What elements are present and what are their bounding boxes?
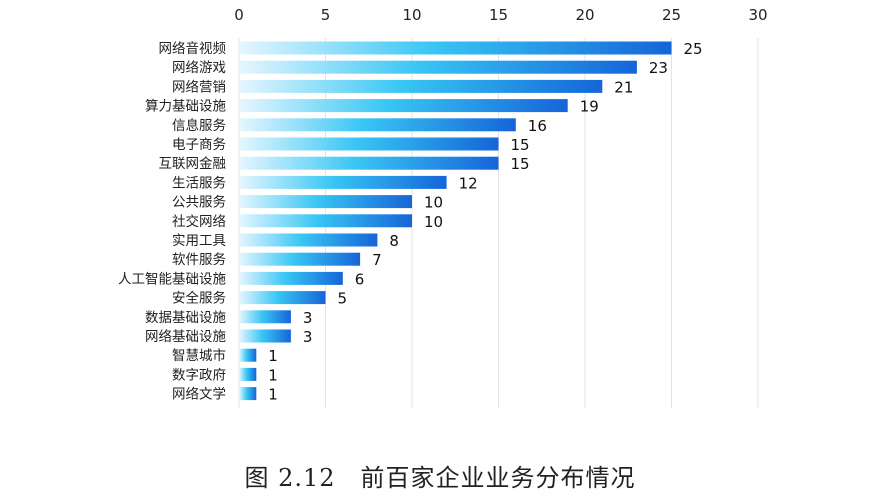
bar — [239, 367, 257, 381]
bar — [239, 348, 257, 362]
bar — [239, 291, 326, 305]
bar — [239, 271, 343, 285]
category-label: 信息服务 — [172, 117, 226, 134]
data-label: 1 — [268, 366, 278, 384]
x-tick-label: 25 — [662, 6, 681, 24]
bar — [239, 60, 637, 74]
data-label: 6 — [355, 270, 365, 288]
category-label: 算力基础设施 — [145, 98, 226, 115]
category-label: 网络文学 — [172, 387, 226, 403]
category-label: 智慧城市 — [172, 347, 226, 364]
data-label: 21 — [614, 78, 633, 96]
category-label: 安全服务 — [172, 290, 226, 307]
data-label: 16 — [528, 117, 547, 135]
figure-caption: 图 2.12 前百家企业业务分布情况 — [244, 464, 636, 492]
data-label: 7 — [372, 251, 382, 269]
category-label: 数据基础设施 — [145, 309, 226, 326]
bar — [239, 387, 257, 401]
category-label: 网络游戏 — [172, 60, 226, 76]
data-label: 5 — [338, 290, 348, 308]
data-label: 3 — [303, 328, 313, 346]
data-label: 15 — [511, 155, 530, 173]
data-label: 1 — [268, 347, 278, 365]
data-label: 3 — [303, 309, 313, 327]
category-label: 网络营销 — [172, 79, 226, 95]
bars — [239, 41, 672, 401]
x-tick-label: 10 — [402, 6, 421, 24]
data-label: 8 — [389, 232, 399, 250]
category-label: 公共服务 — [172, 195, 226, 211]
bar — [239, 175, 447, 189]
category-label: 电子商务 — [172, 137, 226, 153]
category-label: 网络基础设施 — [145, 328, 226, 345]
category-label: 网络音视频 — [159, 40, 227, 57]
bar — [239, 79, 603, 93]
bar — [239, 195, 412, 209]
category-label: 数字政府 — [172, 367, 226, 383]
data-label: 25 — [684, 40, 703, 58]
data-label: 10 — [424, 213, 443, 231]
bar — [239, 233, 378, 247]
category-label: 互联网金融 — [159, 156, 227, 172]
bar — [239, 252, 361, 266]
category-label: 人工智能基础设施 — [118, 270, 226, 287]
bar-chart: 0 5 10 15 20 25 30 网络音视频网络游戏网络营销算力基础设施信息服务电子商务… — [118, 6, 768, 408]
bar — [239, 329, 291, 343]
x-tick-label: 5 — [321, 6, 331, 24]
data-label: 12 — [459, 174, 478, 192]
category-label: 实用工具 — [172, 233, 226, 249]
bar — [239, 137, 499, 151]
bar — [239, 99, 568, 113]
bar — [239, 118, 516, 132]
x-tick-label: 0 — [234, 6, 244, 24]
x-tick-label: 30 — [748, 6, 767, 24]
x-tick-label: 15 — [489, 6, 508, 24]
x-axis-ticks: 0 5 10 15 20 25 30 — [234, 6, 767, 24]
x-tick-label: 20 — [575, 6, 594, 24]
bar — [239, 41, 672, 55]
data-label: 15 — [511, 136, 530, 154]
category-label: 生活服务 — [172, 175, 226, 191]
category-label: 软件服务 — [172, 252, 226, 268]
category-labels: 网络音视频网络游戏网络营销算力基础设施信息服务电子商务互联网金融生活服务公共服务… — [118, 40, 226, 403]
data-label: 19 — [580, 98, 599, 116]
data-label: 1 — [268, 386, 278, 404]
bar — [239, 214, 412, 228]
category-label: 社交网络 — [172, 213, 226, 230]
data-label: 23 — [649, 59, 668, 77]
bar — [239, 156, 499, 170]
data-label: 10 — [424, 194, 443, 212]
bar — [239, 310, 291, 324]
